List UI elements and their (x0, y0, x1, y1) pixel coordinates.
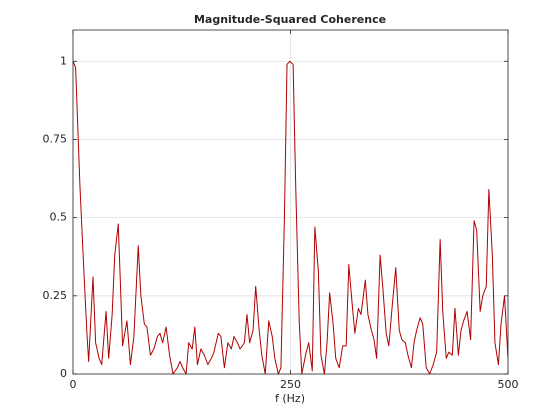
line (72, 60, 509, 375)
y-tick-label: 0.25 (43, 289, 68, 302)
y-tick-label: 0.5 (50, 211, 68, 224)
x-tick-label: 250 (280, 378, 301, 391)
plot (72, 60, 509, 375)
x-axis-label: f (Hz) (275, 392, 305, 405)
x-tick-label: 500 (498, 378, 519, 391)
x-tick-label: 0 (70, 378, 77, 391)
y-tick-label: 0 (60, 367, 67, 380)
y-tick-label: 1 (60, 54, 67, 67)
ticks: 0 0.25 0.5 0.75 1 0 250 500 (43, 30, 519, 391)
chart-title: Magnitude-Squared Coherence (194, 13, 386, 26)
y-tick-label: 0.75 (43, 132, 68, 145)
